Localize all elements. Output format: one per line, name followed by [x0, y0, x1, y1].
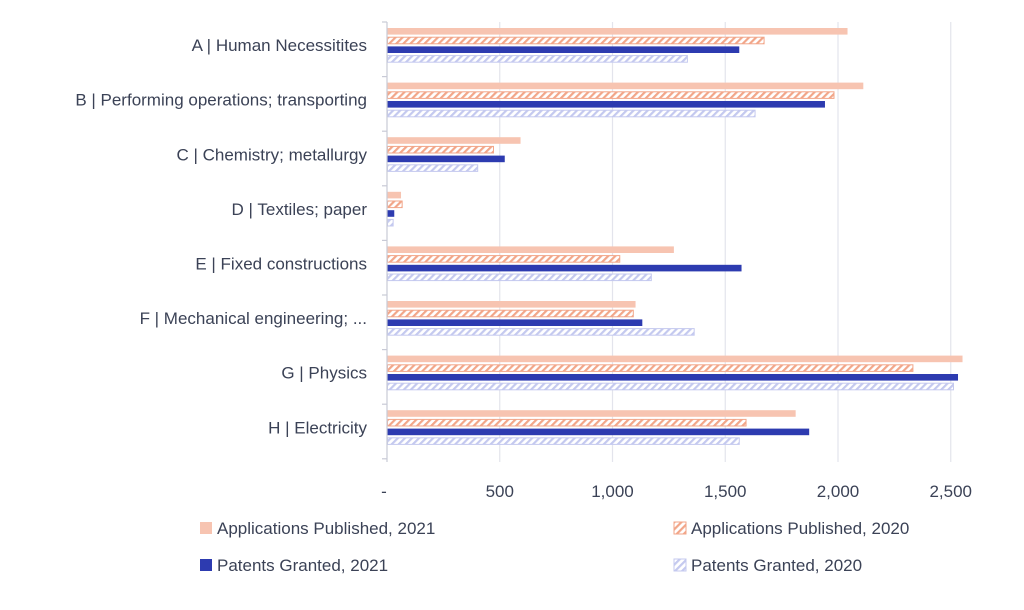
- legend: Applications Published, 2021 Applications…: [200, 519, 909, 575]
- category-label-e: E | Fixed constructions: [195, 255, 367, 274]
- x-tick-label-500: 500: [486, 482, 514, 501]
- bar-b-patents-granted-2021: [387, 101, 825, 108]
- bar-f-applications-published-2021: [387, 301, 636, 308]
- bar-h-applications-published-2020: [387, 418, 747, 427]
- x-tick-label-2500: 2,500: [929, 482, 972, 501]
- bar-e-applications-published-2021: [387, 246, 674, 253]
- legend-item-applications-published-2021: Applications Published, 2021: [200, 519, 435, 538]
- bar-d-applications-published-2020: [387, 200, 403, 209]
- category-label-c: C | Chemistry; metallurgy: [176, 145, 367, 164]
- bar-a-applications-published-2021: [387, 28, 848, 35]
- bar-c-applications-published-2020: [387, 145, 494, 154]
- bar-h-patents-granted-2021: [387, 428, 810, 436]
- category-label-h: H | Electricity: [268, 418, 367, 437]
- category-labels: A | Human Necessitites B | Performing ope…: [75, 36, 367, 437]
- bar-b-applications-published-2021: [387, 82, 864, 90]
- bar-c-applications-published-2021: [387, 137, 521, 144]
- legend-label-applications-published-2020: Applications Published, 2020: [691, 519, 909, 538]
- bar-g-applications-published-2020: [387, 364, 914, 372]
- x-tick-label-1500: 1,500: [704, 482, 747, 501]
- category-label-b: B | Performing operations; transporting: [75, 91, 367, 110]
- x-tick-label-2000: 2,000: [817, 482, 860, 501]
- bar-g-patents-granted-2021: [387, 374, 959, 381]
- legend-swatch-applications-published-2020: [673, 521, 687, 535]
- x-tick-label-1000: 1,000: [591, 482, 634, 501]
- legend-label-patents-granted-2020: Patents Granted, 2020: [691, 556, 862, 575]
- bar-d-patents-granted-2021: [387, 210, 395, 217]
- category-label-a: A | Human Necessitites: [192, 36, 367, 55]
- category-label-g: G | Physics: [281, 364, 367, 383]
- bar-e-patents-granted-2020: [387, 273, 652, 282]
- legend-item-applications-published-2020: Applications Published, 2020: [673, 519, 909, 538]
- category-label-f: F | Mechanical engineering; ...: [140, 309, 367, 328]
- bar-h-patents-granted-2020: [387, 437, 740, 445]
- legend-swatch-applications-published-2021: [200, 522, 212, 534]
- legend-swatch-patents-granted-2021: [200, 559, 212, 571]
- bar-g-applications-published-2021: [387, 355, 963, 363]
- bar-d-applications-published-2021: [387, 191, 402, 199]
- y-axis: [382, 21, 388, 462]
- bar-f-patents-granted-2020: [387, 328, 695, 336]
- x-tick-label-0: -: [381, 482, 387, 501]
- bar-e-patents-granted-2021: [387, 264, 742, 272]
- bar-f-patents-granted-2021: [387, 319, 643, 326]
- x-tick-labels: - 500 1,000 1,500 2,000 2,500: [381, 482, 972, 501]
- bar-a-patents-granted-2020: [387, 55, 688, 63]
- legend-label-applications-published-2021: Applications Published, 2021: [217, 519, 435, 538]
- bar-c-patents-granted-2021: [387, 155, 505, 163]
- legend-label-patents-granted-2021: Patents Granted, 2021: [217, 556, 388, 575]
- bar-c-patents-granted-2020: [387, 164, 479, 172]
- legend-item-patents-granted-2021: Patents Granted, 2021: [200, 556, 388, 575]
- bar-h-applications-published-2021: [387, 410, 796, 417]
- bar-a-applications-published-2020: [387, 36, 765, 45]
- bars: [387, 28, 963, 445]
- bar-d-patents-granted-2020: [387, 218, 394, 227]
- bar-a-patents-granted-2021: [387, 46, 740, 53]
- bar-e-applications-published-2020: [387, 255, 621, 263]
- bar-b-applications-published-2020: [387, 91, 835, 99]
- bar-f-applications-published-2020: [387, 309, 634, 318]
- bar-g-patents-granted-2020: [387, 382, 955, 391]
- legend-swatch-patents-granted-2020: [673, 558, 687, 572]
- bar-b-patents-granted-2020: [387, 109, 756, 118]
- category-label-d: D | Textiles; paper: [232, 200, 368, 219]
- legend-item-patents-granted-2020: Patents Granted, 2020: [673, 556, 862, 575]
